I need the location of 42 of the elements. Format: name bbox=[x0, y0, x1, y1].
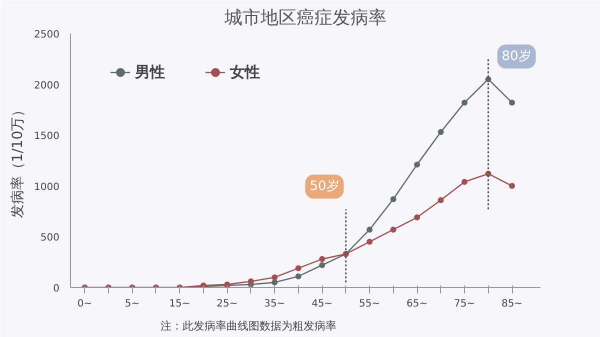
annotation: 80岁 bbox=[502, 49, 532, 64]
y-axis-title: 发病率（1/10万） bbox=[10, 102, 26, 218]
point bbox=[414, 214, 420, 220]
point bbox=[438, 197, 444, 204]
point bbox=[509, 100, 516, 106]
point bbox=[295, 265, 302, 272]
point bbox=[248, 278, 254, 284]
x-tick-label: 85~ bbox=[501, 298, 523, 310]
point bbox=[414, 162, 420, 168]
annotation: 50岁 bbox=[310, 179, 340, 194]
x-tick-label: 45~ bbox=[312, 298, 333, 310]
x-tick-label: 15~ bbox=[169, 298, 190, 310]
x-tick-label: 65~ bbox=[406, 298, 428, 310]
point bbox=[438, 129, 444, 136]
y-tick-label: 1500 bbox=[34, 131, 60, 142]
chart-title: 城市地区癌症发病率 bbox=[224, 8, 386, 28]
x-tick-label: 75~ bbox=[454, 298, 476, 310]
point bbox=[462, 100, 468, 106]
point bbox=[509, 182, 516, 189]
x-tick-label: 5~ bbox=[124, 298, 140, 310]
point bbox=[390, 196, 396, 202]
y-tick-label: 0 bbox=[53, 284, 60, 294]
x-tick-label: 25~ bbox=[216, 298, 238, 310]
point bbox=[295, 273, 302, 280]
y-tick-label: 1000 bbox=[34, 182, 60, 193]
point bbox=[390, 226, 396, 233]
y-tick-label: 2500 bbox=[34, 30, 60, 40]
x-tick-label: 0~ bbox=[77, 298, 92, 310]
legend-label: 女性 bbox=[230, 62, 260, 82]
point bbox=[272, 274, 278, 280]
legend-label: 男性 bbox=[135, 62, 165, 82]
point bbox=[462, 178, 468, 185]
point bbox=[366, 238, 373, 245]
text: 注：此发病率曲线图数据为粗发病率 bbox=[160, 320, 336, 332]
point bbox=[366, 226, 373, 233]
y-tick-label: 2000 bbox=[34, 80, 60, 92]
point bbox=[272, 279, 278, 286]
x-tick-label: 55~ bbox=[359, 298, 380, 310]
point bbox=[319, 256, 326, 262]
x-tick-label: 35~ bbox=[264, 298, 286, 310]
y-tick-label: 500 bbox=[40, 232, 60, 244]
point bbox=[319, 262, 326, 268]
